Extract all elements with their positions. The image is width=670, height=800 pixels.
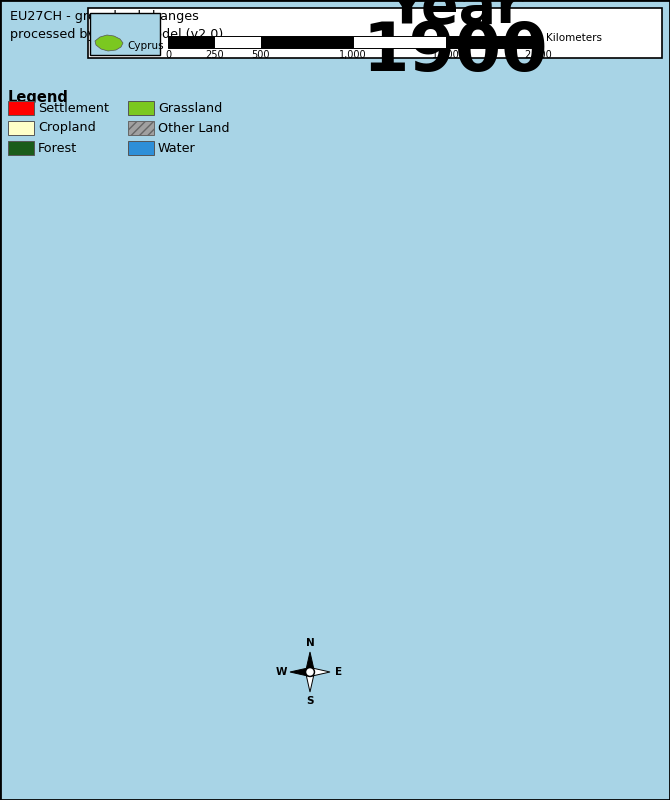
Bar <box>446 36 538 48</box>
Bar <box>88 8 662 58</box>
Text: Other Land: Other Land <box>158 122 230 134</box>
Text: EU27CH - gross land changes
processed by HILDA model (v2.0): EU27CH - gross land changes processed by… <box>10 10 223 41</box>
Text: 500: 500 <box>251 50 270 60</box>
Bar <box>261 36 353 48</box>
Text: Grassland: Grassland <box>158 102 222 114</box>
Circle shape <box>307 669 313 675</box>
Text: Year: Year <box>386 0 524 35</box>
Text: 2,000: 2,000 <box>524 50 552 60</box>
Bar <box>128 141 154 155</box>
Bar <box>8 121 34 135</box>
Text: S: S <box>306 696 314 706</box>
Bar <box>90 13 160 55</box>
Bar <box>168 36 214 48</box>
Text: Forest: Forest <box>38 142 77 154</box>
Text: 250: 250 <box>205 50 224 60</box>
Text: Kilometers: Kilometers <box>546 33 602 43</box>
Polygon shape <box>306 652 314 672</box>
Bar <box>8 141 34 155</box>
Text: Cropland: Cropland <box>38 122 96 134</box>
Polygon shape <box>310 667 330 677</box>
Bar <box>128 121 154 135</box>
Polygon shape <box>306 672 314 692</box>
Text: Settlement: Settlement <box>38 102 109 114</box>
Bar <box>128 101 154 115</box>
Text: Water: Water <box>158 142 196 154</box>
Text: E: E <box>336 667 342 677</box>
Text: 1,500: 1,500 <box>431 50 460 60</box>
Bar <box>8 101 34 115</box>
Text: 1900: 1900 <box>362 19 548 85</box>
Bar <box>353 36 446 48</box>
Text: Cyprus: Cyprus <box>127 41 163 51</box>
Polygon shape <box>290 667 310 677</box>
Bar <box>214 36 261 48</box>
Text: N: N <box>306 638 314 648</box>
Text: Legend: Legend <box>8 90 69 105</box>
Polygon shape <box>95 35 123 51</box>
Text: W: W <box>275 667 287 677</box>
Circle shape <box>306 667 314 677</box>
Text: 0: 0 <box>165 50 171 60</box>
Text: 1,000: 1,000 <box>339 50 366 60</box>
